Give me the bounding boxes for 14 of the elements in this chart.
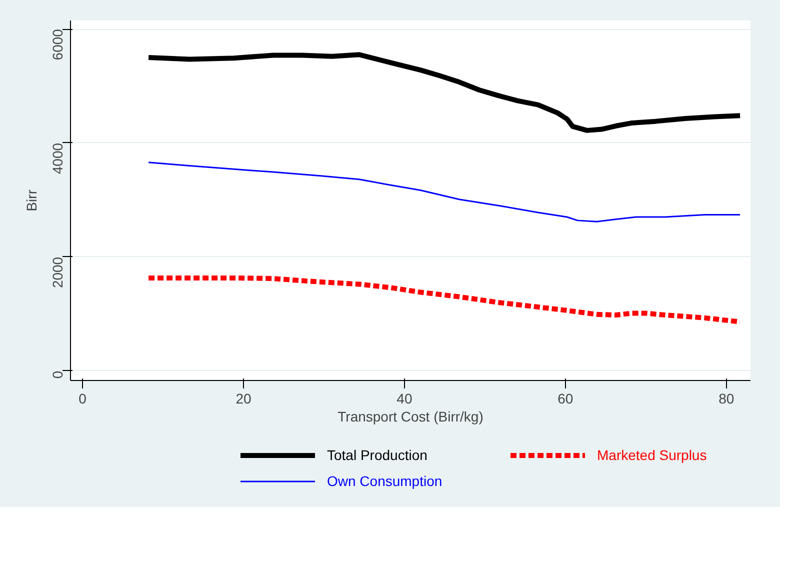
y-tick-label: 0: [50, 370, 66, 379]
x-tick-label: 20: [236, 390, 252, 406]
x-tick-label: 0: [78, 390, 87, 406]
x-tick-label: 60: [558, 390, 574, 406]
x-tick-label: 80: [718, 390, 734, 406]
y-tick-label: 4000: [50, 142, 66, 174]
x-axis-title: Transport Cost (Birr/kg): [338, 408, 484, 424]
y-tick-label: 2000: [50, 256, 66, 288]
text: Own Consumption: [327, 473, 442, 489]
y-axis-title: Birr: [24, 189, 40, 212]
x-tick-label: 40: [396, 390, 412, 406]
text: Total Production: [327, 447, 428, 463]
text: Marketed Surplus: [597, 447, 707, 463]
y-tick-label: 6000: [50, 28, 66, 60]
